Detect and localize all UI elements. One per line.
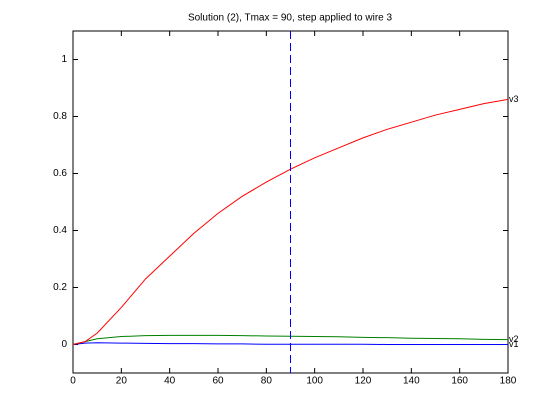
x-tick-label: 0: [70, 376, 76, 387]
x-tick-label: 140: [403, 376, 420, 387]
series-line: [72, 342, 508, 345]
series-end-label: v1: [509, 339, 519, 349]
series-line: [72, 334, 509, 345]
x-tick-label: 20: [116, 376, 128, 387]
x-tick-label: 100: [306, 376, 323, 387]
x-tick-label: 60: [212, 376, 224, 387]
series-end-label: v3: [509, 94, 519, 104]
x-tick-label: 180: [500, 376, 517, 387]
x-tick-label: 40: [164, 376, 176, 387]
y-tick-label: 0.4: [53, 225, 67, 236]
chart-title: Solution (2), Tmax = 90, step applied to…: [188, 13, 393, 24]
series-line: [72, 98, 509, 345]
series-end-label: v2: [509, 334, 519, 344]
x-tick-label: 120: [355, 376, 372, 387]
y-tick-label: 0: [61, 339, 67, 350]
y-tick-label: 0.8: [53, 111, 67, 122]
x-tick-label: 80: [261, 376, 273, 387]
x-tick-label: 160: [451, 376, 468, 387]
y-tick-label: 1: [61, 54, 67, 65]
y-tick-label: 0.2: [53, 282, 67, 293]
y-tick-label: 0.6: [53, 168, 67, 179]
